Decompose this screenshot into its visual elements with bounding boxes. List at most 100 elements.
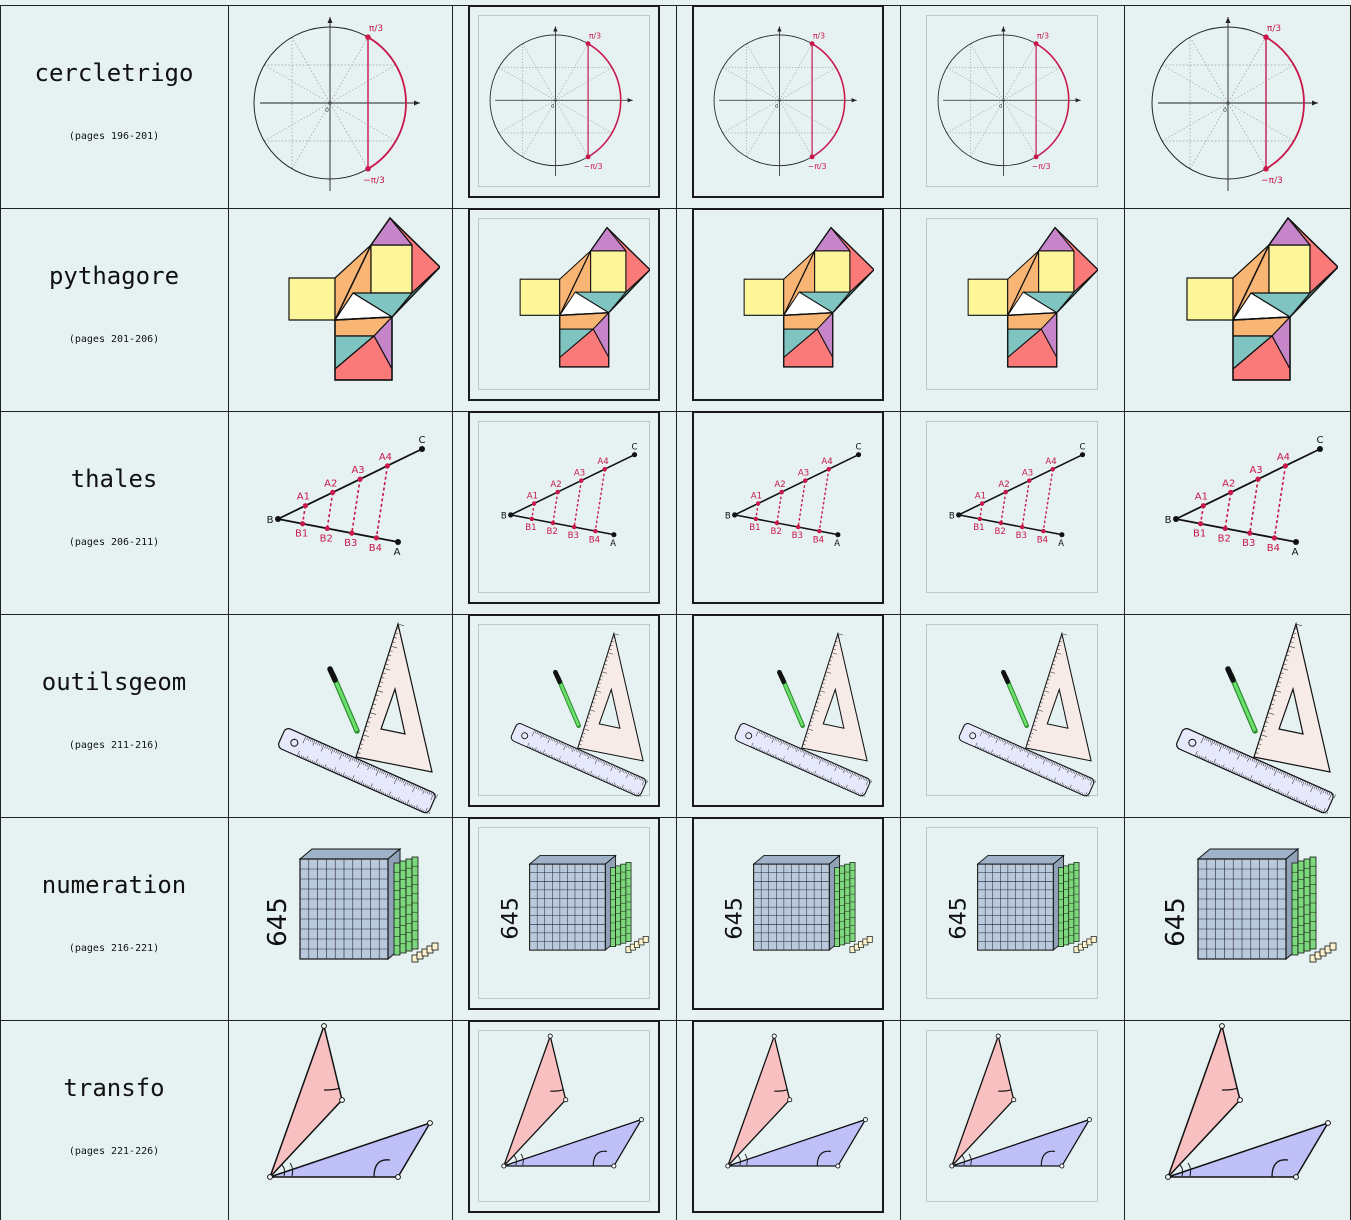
tick bbox=[326, 766, 328, 770]
tick bbox=[820, 686, 824, 688]
point-label: B bbox=[1165, 515, 1172, 526]
tick bbox=[776, 738, 778, 742]
tick bbox=[851, 789, 853, 793]
tick bbox=[552, 756, 554, 759]
point-label: B4 bbox=[369, 543, 382, 554]
column-divider bbox=[900, 5, 901, 1220]
tick bbox=[1295, 623, 1303, 627]
triangles-angles-figure bbox=[725, 1033, 868, 1169]
tick bbox=[1037, 770, 1041, 776]
tick bbox=[1215, 741, 1218, 745]
tick bbox=[793, 764, 795, 767]
tick bbox=[804, 768, 806, 772]
figure-group bbox=[1186, 216, 1338, 381]
point bbox=[1003, 489, 1008, 495]
tick bbox=[1264, 784, 1266, 788]
tick bbox=[1053, 761, 1056, 765]
tick bbox=[1288, 645, 1296, 649]
tick bbox=[601, 671, 608, 674]
ruler-setsquare-pencil-figure bbox=[734, 631, 873, 797]
tick bbox=[1031, 770, 1033, 773]
tick bbox=[564, 761, 566, 765]
tick bbox=[1066, 767, 1068, 771]
tick bbox=[602, 760, 605, 764]
point-label: A3 bbox=[1249, 465, 1262, 476]
tick bbox=[324, 764, 327, 769]
x-axis-arrow bbox=[1075, 98, 1081, 103]
tick bbox=[1055, 762, 1057, 766]
tick bbox=[1059, 782, 1062, 786]
tick bbox=[798, 747, 800, 751]
tick bbox=[1317, 787, 1320, 791]
tick bbox=[330, 747, 332, 751]
tick bbox=[539, 750, 541, 753]
tick bbox=[762, 731, 764, 735]
tick bbox=[812, 713, 816, 715]
frame-inner bbox=[926, 421, 1098, 593]
tick bbox=[1233, 770, 1235, 774]
frame-inner bbox=[926, 15, 1098, 187]
tick bbox=[1266, 785, 1268, 788]
tick bbox=[1001, 757, 1003, 760]
angle-arc bbox=[1187, 1162, 1192, 1177]
guide-line bbox=[746, 43, 813, 158]
y-axis-arrow bbox=[1001, 26, 1006, 32]
tick bbox=[315, 740, 318, 745]
tick bbox=[829, 660, 833, 662]
frame-inner bbox=[478, 218, 650, 390]
tick bbox=[1237, 752, 1241, 760]
tick bbox=[307, 758, 310, 762]
tick bbox=[764, 733, 767, 739]
tick bbox=[1040, 701, 1043, 704]
tick bbox=[422, 788, 426, 795]
tick bbox=[813, 770, 817, 776]
point-label: A1 bbox=[975, 491, 986, 501]
tick bbox=[542, 733, 545, 737]
tick bbox=[1310, 784, 1314, 793]
tick bbox=[998, 737, 1001, 741]
tick bbox=[1051, 761, 1054, 767]
vertex bbox=[1325, 1120, 1331, 1126]
point bbox=[795, 524, 801, 530]
point bbox=[330, 489, 336, 495]
point bbox=[631, 452, 638, 458]
tick bbox=[348, 776, 350, 779]
tick bbox=[430, 791, 433, 796]
row-divider bbox=[0, 614, 1351, 615]
tick bbox=[357, 780, 359, 783]
vertex bbox=[638, 1117, 644, 1123]
figure-group bbox=[949, 1033, 1092, 1169]
tick bbox=[1017, 745, 1020, 749]
point-label: A bbox=[394, 547, 401, 558]
tick bbox=[1326, 812, 1328, 814]
tick bbox=[771, 736, 775, 744]
tick bbox=[406, 781, 409, 785]
vertex bbox=[1219, 1023, 1225, 1029]
tick bbox=[561, 760, 563, 763]
tick bbox=[364, 783, 366, 787]
tick bbox=[1035, 717, 1039, 719]
point bbox=[1222, 525, 1228, 532]
tick bbox=[1004, 758, 1007, 761]
tick bbox=[1206, 737, 1208, 741]
tick bbox=[796, 765, 798, 768]
point bbox=[1033, 154, 1039, 160]
tick bbox=[1276, 685, 1280, 688]
tick bbox=[544, 734, 547, 738]
tick bbox=[831, 780, 833, 783]
cube-top bbox=[528, 855, 617, 865]
tick bbox=[1039, 773, 1041, 776]
vertex bbox=[339, 1097, 345, 1103]
tick bbox=[1273, 694, 1277, 697]
tick bbox=[358, 747, 362, 750]
tick bbox=[592, 774, 595, 777]
tick bbox=[574, 763, 577, 769]
set-square-hole bbox=[598, 687, 621, 729]
tick bbox=[346, 754, 349, 758]
tick bbox=[799, 766, 801, 769]
tick bbox=[766, 749, 770, 755]
tick bbox=[629, 789, 631, 793]
figure-group bbox=[725, 1033, 868, 1169]
tick bbox=[365, 725, 369, 728]
figure-cell: π/3 −π/3 0 bbox=[452, 5, 676, 208]
